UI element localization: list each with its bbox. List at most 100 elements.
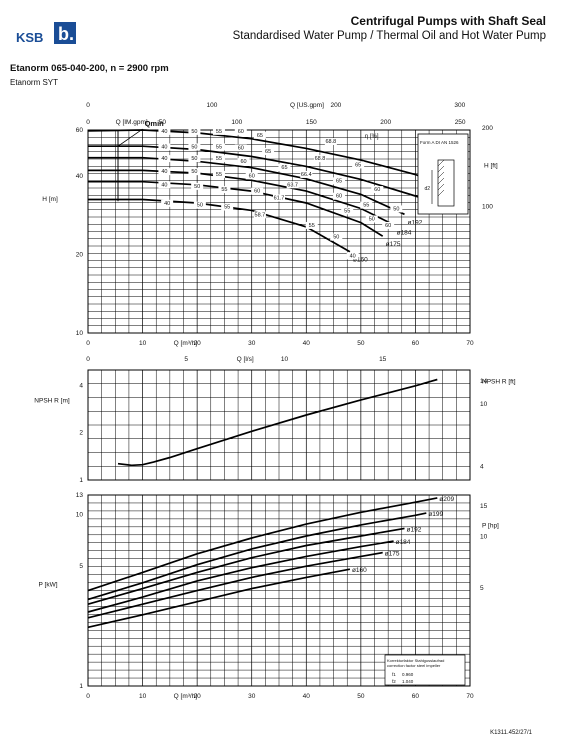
- power-curve-ø199: [87, 512, 427, 601]
- power-series-label: ø209: [439, 496, 454, 503]
- note-frame: [384, 654, 466, 686]
- logo-text: KSB: [16, 30, 43, 45]
- eta-label-bg: [253, 211, 266, 219]
- head-y-tick: 20: [76, 251, 84, 258]
- eta-label-bg: [352, 161, 365, 169]
- inset-d2-label: d2: [424, 186, 430, 192]
- eta-label-bg: [234, 144, 247, 152]
- head-x-tick: 20: [194, 340, 202, 347]
- eta-label: 50: [333, 235, 339, 241]
- eta-label: 40: [161, 182, 167, 188]
- head-curve-ø209: [87, 129, 438, 184]
- head-top1-tick: 200: [330, 102, 341, 109]
- eta-label-bg: [371, 186, 384, 194]
- inset-hatch: [437, 177, 445, 185]
- eta-label: 58.7: [255, 212, 266, 218]
- note-line1: Korrekturfaktor Stahlgusslaufrad: [387, 658, 444, 663]
- head-x-tick: 60: [412, 340, 420, 347]
- power-curve-ø184: [87, 540, 394, 613]
- head-x-tick: 50: [357, 340, 365, 347]
- head-y-tick: 40: [76, 173, 84, 180]
- eta-label-bg: [278, 164, 291, 172]
- head-x-tick: 40: [303, 340, 311, 347]
- svg-text:b.: b.: [58, 24, 74, 44]
- eta-label: 60: [374, 187, 380, 193]
- power-curve-ø160: [87, 568, 351, 629]
- eta-label: 50: [369, 216, 375, 222]
- npsh-curve-NPSHR: [117, 378, 438, 467]
- eta-label: 50: [191, 144, 197, 150]
- inset-label: Form A DI AN 1526: [420, 140, 459, 145]
- power-series-label: ø175: [385, 551, 400, 558]
- eta-label: 40: [161, 144, 167, 150]
- power-x-tick: 60: [412, 693, 420, 700]
- inset-hatch: [437, 165, 445, 173]
- npsh-y-label: NPSH R [m]: [34, 398, 70, 405]
- eta-label-bg: [286, 181, 299, 189]
- inset-hatch: [437, 183, 445, 191]
- head-bottom2-tick: 10: [281, 356, 289, 363]
- note-f2-label: f2: [392, 679, 396, 684]
- ksb-logo: KSB b.: [16, 22, 76, 45]
- eta-label-bg: [188, 127, 201, 135]
- head-right-tick: 100: [482, 204, 493, 211]
- eta-label-bg: [212, 127, 225, 135]
- eta-label: 65: [281, 165, 287, 171]
- power-curve-ø209: [87, 497, 438, 592]
- eta-label-bg: [161, 199, 174, 207]
- note-f1-label: f1: [392, 672, 396, 677]
- eta-label: 55: [224, 205, 230, 211]
- eta-label: 61.7: [274, 195, 285, 201]
- head-top2-tick: 0: [86, 119, 90, 126]
- head-curve-ø192: [88, 156, 405, 216]
- power-x-tick: 10: [139, 693, 147, 700]
- head-frame: [87, 129, 471, 334]
- eta-label-bg: [158, 181, 171, 189]
- eta-label-bg: [390, 205, 403, 213]
- head-right-label: H [ft]: [484, 163, 498, 170]
- eta-label: 50: [191, 169, 197, 175]
- power-x-tick: 50: [357, 693, 365, 700]
- head-top2-tick: 150: [306, 119, 317, 126]
- eta-label: 65: [257, 133, 263, 139]
- inset-hatch: [437, 159, 445, 167]
- power-series-label: ø199: [428, 511, 443, 518]
- eta-label-bg: [300, 170, 313, 178]
- power-x-tick: 0: [86, 693, 90, 700]
- head-x-tick: 0: [86, 340, 90, 347]
- eta-label: 40: [350, 253, 356, 259]
- head-top1-tick: 100: [207, 102, 218, 109]
- head-curve-ø184: [88, 169, 394, 226]
- head-y-tick: 60: [76, 127, 84, 134]
- head-x-tick: 70: [466, 340, 474, 347]
- eta-label: 60: [249, 173, 255, 179]
- power-right-label: P [hp]: [482, 523, 499, 530]
- eta-label-bg: [158, 168, 171, 176]
- npsh-right-tick: 14: [480, 378, 488, 385]
- eta-label: 55: [216, 156, 222, 162]
- eta-label: 50: [191, 156, 197, 162]
- eta-label: 60: [240, 159, 246, 165]
- eta-label-bg: [212, 155, 225, 163]
- eta-axis-label: η [%]: [365, 134, 379, 140]
- power-x-tick: 20: [194, 693, 202, 700]
- eta-label-bg: [158, 143, 171, 151]
- power-curve-ø192: [87, 527, 405, 606]
- eta-label: 68.8: [325, 139, 336, 145]
- head-series-label: ø192: [408, 219, 423, 226]
- power-y-tick: 5: [79, 563, 83, 570]
- head-bottom2-tick: 0: [86, 356, 90, 363]
- npsh-right-label: NPSH R [ft]: [482, 378, 516, 385]
- head-bottom2-tick: 15: [379, 356, 387, 363]
- npsh-right-tick: 4: [480, 463, 484, 470]
- eta-label-bg: [253, 131, 266, 139]
- eta-label: 40: [161, 156, 167, 162]
- eta-label: 60: [385, 223, 391, 229]
- eta-label-bg: [360, 201, 373, 209]
- power-y-tick: 1: [79, 683, 83, 690]
- npsh-frame: [87, 369, 471, 481]
- eta-label-bg: [158, 127, 171, 135]
- eta-label: 55: [363, 203, 369, 209]
- qmin-label: Qmin: [145, 119, 165, 128]
- power-series-label: ø192: [407, 526, 422, 533]
